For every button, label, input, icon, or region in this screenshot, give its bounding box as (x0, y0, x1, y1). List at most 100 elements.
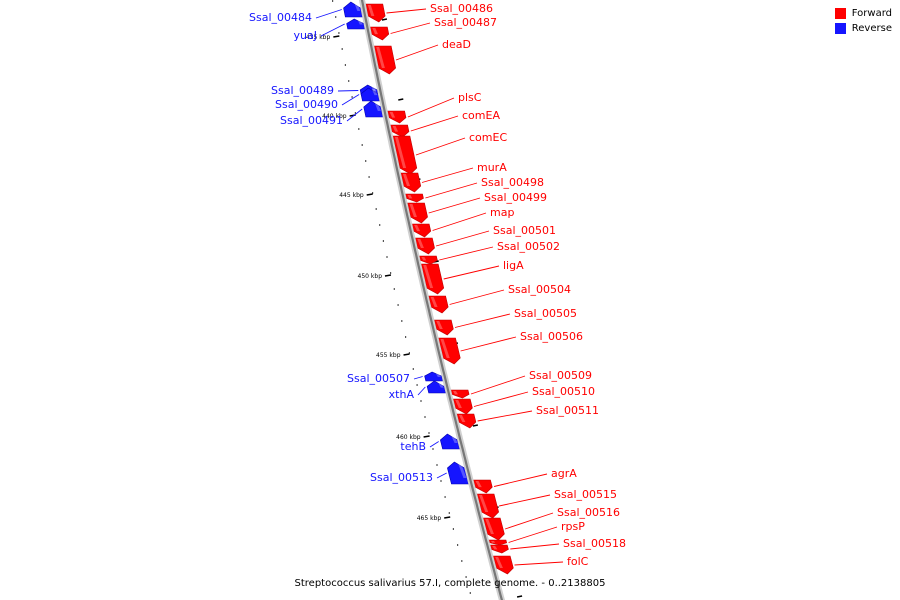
gene-label[interactable]: deaD (442, 38, 471, 51)
gene-arrow[interactable] (440, 433, 460, 450)
minor-dash (381, 18, 388, 21)
gene-leader (493, 473, 548, 487)
gene-label[interactable]: Ssal_00490 (275, 98, 338, 111)
gene-label[interactable]: Ssal_00502 (497, 240, 560, 253)
ruler-dot (448, 512, 450, 514)
gene-arrow[interactable] (426, 380, 447, 394)
gene-leader (449, 289, 505, 305)
gene-arrow[interactable] (346, 18, 366, 30)
gene-label[interactable]: Ssal_00507 (347, 372, 410, 385)
ruler-dot (408, 352, 410, 354)
gene-shine (453, 391, 458, 395)
ruler-dot (397, 304, 399, 306)
gene-label[interactable]: murA (477, 161, 507, 174)
gene-label[interactable]: Ssal_00510 (532, 385, 595, 398)
gene-rpsp[interactable] (488, 539, 508, 546)
gene-label[interactable]: Ssal_00509 (529, 369, 592, 382)
gene-tehb[interactable] (440, 433, 460, 450)
gene-ssal_00491[interactable] (363, 100, 384, 118)
gene-label[interactable]: comEC (469, 131, 507, 144)
gene-label[interactable]: Ssal_00515 (554, 488, 617, 501)
major-tick (403, 353, 410, 356)
gene-ssal_00513[interactable] (447, 461, 469, 485)
gene-label[interactable]: Ssal_00504 (508, 283, 571, 296)
gene-label[interactable]: Ssal_00491 (280, 114, 343, 127)
gene-ssal_00502[interactable] (419, 255, 438, 265)
gene-shine (440, 339, 450, 358)
gene-shine (455, 400, 462, 408)
minor-dash (472, 424, 479, 427)
gene-plsc[interactable] (387, 110, 407, 124)
gene-folc[interactable] (492, 555, 514, 575)
gene-label[interactable]: Ssal_00489 (271, 84, 334, 97)
gene-label[interactable]: Ssal_00487 (434, 16, 497, 29)
gene-arrow[interactable] (447, 461, 469, 485)
gene-leader (454, 313, 511, 328)
gene-shine (371, 89, 378, 96)
gene-ssal_00499[interactable] (407, 202, 428, 224)
gene-label[interactable]: Ssal_00501 (493, 224, 556, 237)
gene-shine (457, 463, 467, 478)
ruler-dot (432, 448, 434, 450)
gene-label[interactable]: Ssal_00499 (484, 191, 547, 204)
gene-leader (436, 472, 447, 479)
legend: Forward Reverse (834, 8, 892, 38)
gene-label[interactable]: Ssal_00518 (563, 537, 626, 550)
gene-arrow[interactable] (488, 539, 508, 546)
gene-shine (492, 546, 498, 550)
gene-ssal_00484[interactable] (343, 1, 363, 18)
ruler-dot (461, 560, 463, 562)
gene-label[interactable]: Ssal_00511 (536, 404, 599, 417)
gene-agra[interactable] (473, 479, 493, 494)
gene-leader (425, 182, 478, 199)
gene-xtha[interactable] (426, 380, 447, 394)
gene-leader (470, 375, 526, 395)
gene-leader (439, 246, 494, 261)
gene-label[interactable]: Ssal_00506 (520, 330, 583, 343)
gene-label[interactable]: folC (567, 555, 589, 568)
gene-ssal_00498[interactable] (405, 193, 424, 203)
gene-label[interactable]: Ssal_00516 (557, 506, 620, 519)
gene-label[interactable]: plsC (458, 91, 482, 104)
gene-label[interactable]: agrA (551, 467, 577, 480)
gene-map[interactable] (411, 223, 432, 238)
gene-label[interactable]: ligA (503, 259, 524, 272)
gene-shine (374, 102, 381, 111)
gene-label[interactable]: Ssal_00498 (481, 176, 544, 189)
gene-ssal_00507[interactable] (424, 371, 444, 382)
major-tick (444, 516, 451, 519)
gene-shine (409, 204, 417, 217)
ruler-dot (386, 256, 388, 258)
gene-shine (371, 86, 377, 92)
gene-label[interactable]: Ssal_00505 (514, 307, 577, 320)
gene-comea[interactable] (390, 124, 410, 138)
ruler-dot (393, 288, 395, 290)
minor-dash (516, 595, 523, 598)
gene-label[interactable]: Ssal_00484 (249, 11, 312, 24)
gene-label[interactable]: yuaJ (294, 29, 317, 42)
gene-ssal_00509[interactable] (450, 389, 470, 399)
gene-ssal_00487[interactable] (369, 26, 390, 41)
ruler-dot (348, 80, 350, 82)
gene-label[interactable]: Ssal_00486 (430, 2, 493, 15)
gene-leader (386, 8, 427, 14)
gene-label[interactable]: tehB (400, 440, 426, 453)
gene-label[interactable]: Ssal_00513 (370, 471, 433, 484)
major-tick (333, 35, 340, 38)
gene-label[interactable]: comEA (462, 109, 500, 122)
gene-leader (320, 23, 345, 37)
gene-yuaj[interactable] (346, 18, 366, 30)
ruler-dot (420, 400, 422, 402)
gene-shine (485, 519, 494, 534)
ruler-dot (440, 480, 442, 482)
gene-shine (495, 557, 503, 568)
gene-arrow[interactable] (343, 1, 363, 18)
gene-ssal_00518[interactable] (489, 544, 509, 554)
gene-label[interactable]: map (490, 206, 514, 219)
gene-label[interactable]: rpsP (561, 520, 585, 533)
gene-arrow[interactable] (363, 100, 384, 118)
gene-comec[interactable] (392, 135, 418, 175)
ruler-dot (469, 592, 471, 594)
gene-label[interactable]: xthA (389, 388, 415, 401)
